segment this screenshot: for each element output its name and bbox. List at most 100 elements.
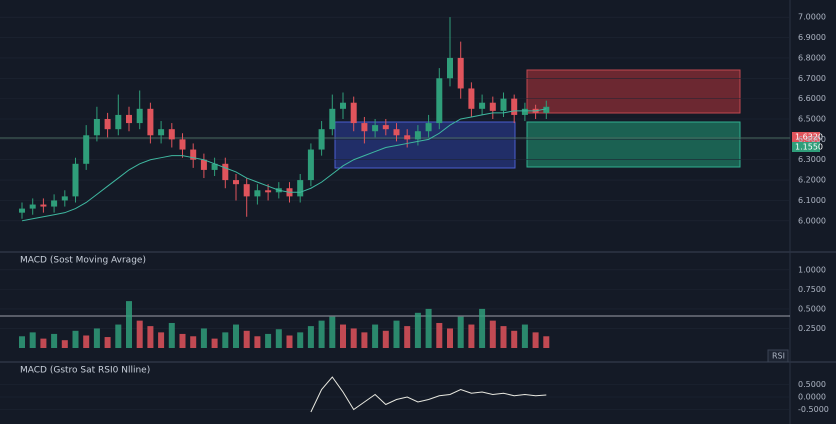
y-tick-label: 6.8000 — [798, 53, 826, 62]
y-tick-label: 6.2000 — [798, 176, 826, 185]
histogram-bar — [104, 337, 111, 348]
candle-body — [104, 119, 111, 130]
candle-body — [436, 78, 443, 124]
y-tick-label: 6.7000 — [798, 74, 826, 83]
histogram-bar — [190, 336, 197, 348]
histogram-bar — [532, 332, 539, 348]
y-tick-label: 0.0000 — [798, 393, 826, 402]
histogram-bar — [29, 332, 36, 348]
y-tick-label: 0.7500 — [798, 285, 826, 294]
histogram-bar — [254, 336, 261, 348]
y-tick-label: 6.0000 — [798, 216, 826, 225]
candle-body — [307, 149, 314, 181]
candle-body — [404, 135, 411, 140]
stop-zone — [526, 121, 741, 168]
y-tick-label: 6.4000 — [798, 135, 826, 144]
candle-body — [543, 106, 550, 113]
y-tick-label: 1.0000 — [798, 265, 826, 274]
histogram-bar — [115, 324, 122, 348]
panel-title: MACD (Sost Moving Avrage) — [20, 256, 146, 266]
candle-body — [479, 102, 486, 109]
candle-body — [297, 180, 304, 197]
candle-body — [361, 123, 368, 132]
histogram-bar — [265, 333, 272, 348]
price-tag: 1.6320 — [795, 133, 823, 142]
histogram-bar — [179, 333, 186, 348]
histogram-bar — [382, 330, 389, 348]
candle-body — [489, 102, 496, 111]
candle-body — [233, 180, 239, 185]
candle-body — [19, 208, 25, 213]
candle-body — [200, 159, 207, 170]
histogram-bar — [158, 332, 165, 348]
candle-body — [447, 57, 453, 79]
candle-body — [61, 196, 68, 201]
candle-body — [350, 102, 357, 124]
candle-body — [179, 139, 186, 150]
histogram-bar — [489, 320, 496, 348]
candle-body — [382, 125, 389, 130]
histogram-bar — [83, 335, 90, 348]
candle-body — [414, 131, 421, 140]
histogram-bar — [372, 324, 379, 348]
histogram-bar — [318, 320, 325, 348]
panel-title: MACD (Gstro Sat RSI0 Nlline) — [20, 366, 150, 376]
histogram-bar — [329, 316, 336, 348]
candle-body — [372, 125, 379, 132]
histogram-bar — [340, 324, 346, 348]
y-tick-label: -0.5000 — [798, 405, 829, 414]
candle-body — [93, 119, 100, 136]
candle-body — [72, 163, 79, 197]
histogram-bar — [222, 332, 229, 348]
candle-body — [211, 163, 218, 170]
candle-body — [521, 108, 528, 115]
rsi-button-label[interactable]: RSI — [772, 352, 785, 361]
candle-body — [29, 204, 36, 209]
histogram-bar — [72, 330, 79, 348]
y-tick-label: 6.6000 — [798, 94, 826, 103]
rsi-button[interactable] — [767, 349, 789, 363]
histogram-bar — [147, 326, 154, 348]
y-tick-label: 6.5000 — [798, 115, 826, 124]
candle-body — [168, 129, 175, 140]
candle-body — [340, 102, 346, 109]
histogram-bar — [61, 340, 68, 348]
histogram-bar — [447, 328, 453, 348]
y-tick-label: 7.0000 — [798, 13, 826, 22]
histogram-bar — [168, 322, 175, 348]
histogram-bar — [361, 332, 368, 348]
histogram-bar — [307, 326, 314, 348]
histogram-bar — [543, 336, 550, 348]
y-tick-label: 0.5000 — [798, 380, 826, 389]
indicator-line — [310, 376, 547, 413]
candle-body — [329, 108, 336, 130]
histogram-bar — [500, 326, 507, 348]
candle-body — [254, 190, 261, 197]
histogram-bar — [425, 308, 432, 348]
histogram-bar — [40, 338, 47, 348]
candle-body — [222, 163, 229, 181]
histogram-bar — [457, 316, 464, 348]
histogram-bar — [19, 336, 25, 348]
y-tick-label: 6.9000 — [798, 33, 826, 42]
histogram-bar — [479, 308, 486, 348]
candle-body — [243, 184, 250, 197]
candle-body — [265, 190, 272, 193]
histogram-bar — [200, 328, 207, 348]
histogram-bar — [468, 324, 475, 348]
histogram-bar — [51, 333, 58, 348]
candle-body — [425, 123, 432, 132]
candle-body — [83, 135, 90, 164]
histogram-bar — [93, 328, 100, 348]
y-tick-label: 6.3000 — [798, 155, 826, 164]
moving-average — [21, 108, 547, 222]
target-zone — [526, 69, 741, 114]
histogram-bar — [511, 330, 518, 348]
histogram-bar — [286, 335, 293, 348]
histogram-bar — [521, 324, 528, 348]
histogram-bar — [233, 324, 239, 348]
candle-body — [318, 129, 325, 150]
histogram-bar — [275, 329, 282, 348]
